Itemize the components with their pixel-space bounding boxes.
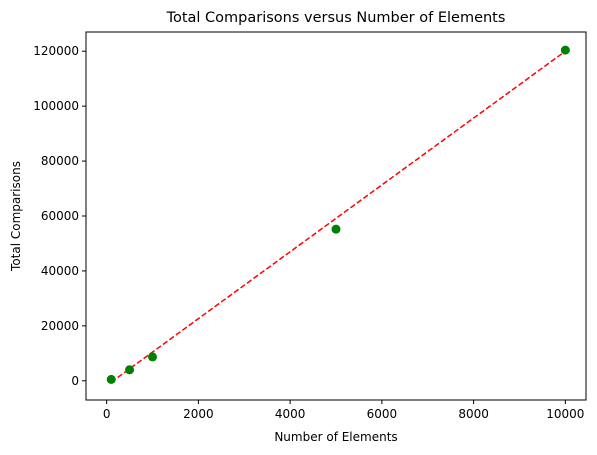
- y-tick-label: 60000: [41, 209, 79, 223]
- data-point: [106, 374, 116, 384]
- data-point: [148, 352, 158, 362]
- y-tick-label: 0: [71, 374, 79, 388]
- fit-line: [110, 50, 566, 383]
- x-axis-label: Number of Elements: [274, 430, 397, 444]
- y-tick-label: 80000: [41, 154, 79, 168]
- x-tick-label: 8000: [458, 407, 489, 421]
- x-tick-label: 10000: [546, 407, 584, 421]
- y-tick-label: 100000: [33, 99, 79, 113]
- data-point: [125, 365, 135, 375]
- axes-frame: [85, 31, 587, 401]
- x-tick-label: 6000: [367, 407, 398, 421]
- y-tick-label: 120000: [33, 44, 79, 58]
- y-tick-label: 40000: [41, 264, 79, 278]
- plot-area: [106, 45, 570, 384]
- y-axis: 0 20000 40000 60000 80000 100000 120000: [33, 44, 86, 388]
- x-tick-label: 0: [103, 407, 111, 421]
- x-tick-label: 2000: [183, 407, 214, 421]
- data-point: [331, 224, 341, 234]
- data-point: [560, 45, 570, 55]
- y-tick-label: 20000: [41, 319, 79, 333]
- y-axis-label: Total Comparisons: [9, 161, 23, 272]
- chart-title: Total Comparisons versus Number of Eleme…: [166, 10, 506, 26]
- x-axis: 0 2000 4000 6000 8000 10000: [103, 400, 584, 421]
- x-tick-label: 4000: [275, 407, 306, 421]
